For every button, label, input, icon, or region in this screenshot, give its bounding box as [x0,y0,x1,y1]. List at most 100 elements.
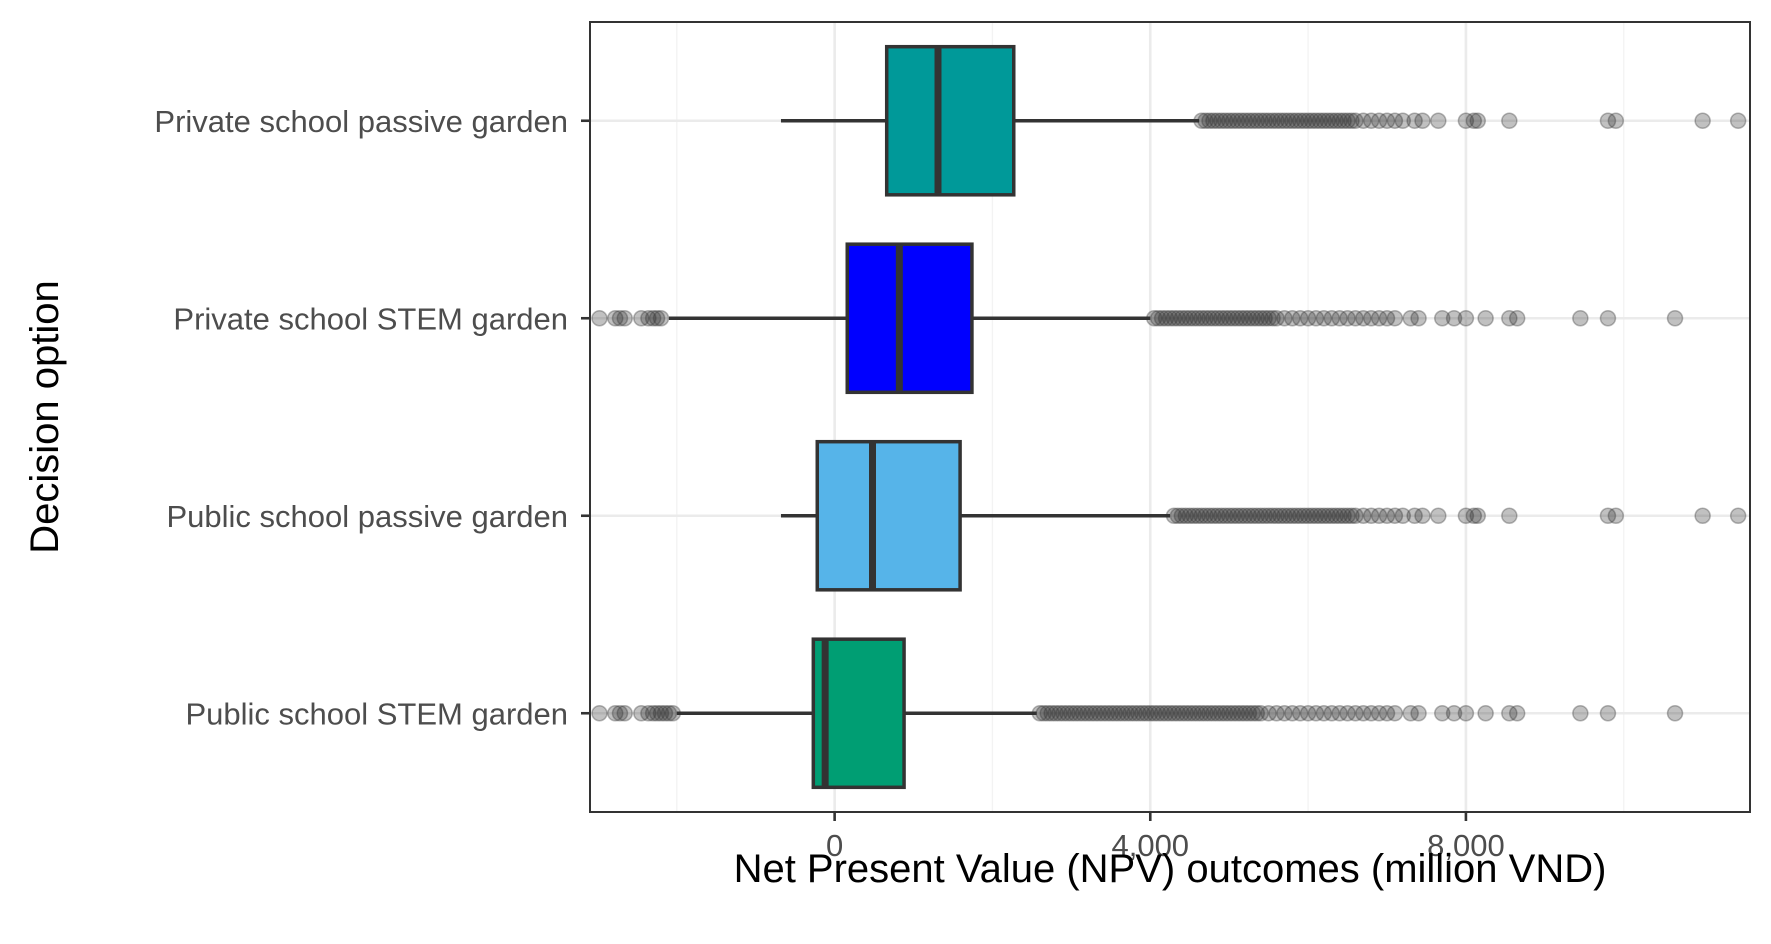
outlier-point [1307,507,1325,524]
outlier-point [1209,310,1226,327]
outlier-point [1035,705,1052,722]
outlier-point [1165,507,1183,524]
outlier-point [1315,507,1333,524]
outlier-point [1216,310,1234,327]
outlier-point [1236,112,1254,129]
outlier-point [1197,112,1214,129]
outlier-point [1457,507,1475,524]
outlier-point [1599,310,1617,327]
x-tick-label: 4,000 [1111,828,1189,863]
outlier-point [1031,705,1049,722]
outlier-point [1315,112,1333,129]
outlier-point [1323,112,1341,129]
outlier-point [1213,310,1230,327]
outlier-point [1457,112,1475,129]
outlier-point [1086,705,1104,722]
outlier-point [1501,112,1518,129]
outlier-point [1244,310,1262,327]
outlier-point [1220,112,1238,129]
outlier-point [1106,705,1124,722]
outlier-point [1315,705,1333,722]
outlier-point [1694,112,1711,129]
outlier-point [1666,705,1684,722]
outlier-point [1228,507,1246,524]
x-axis-title: Net Present Value (NPV) outcomes (millio… [734,847,1607,891]
x-tick-label: 0 [826,828,843,863]
outlier-point [1142,705,1159,722]
outlier-point [1323,310,1341,327]
outlier-point [652,310,670,327]
outlier-point [1414,112,1431,129]
outlier-point [1355,507,1372,524]
outlier-point [1299,507,1317,524]
outlier-point [1457,705,1475,722]
outlier-point [1477,310,1494,327]
outlier-point [1477,705,1494,722]
outlier-point [1043,705,1060,722]
outlier-point [1729,112,1747,129]
outlier-point [616,705,633,722]
outlier-point [1501,310,1518,327]
outlier-point [1339,705,1356,722]
outlier-point [1213,705,1230,722]
y-tick-label: Public school STEM garden [185,696,568,731]
outlier-point [1240,507,1258,524]
outlier-point [607,705,624,722]
outlier-point [1059,705,1076,722]
outlier-point [1260,705,1277,722]
outlier-point [1370,112,1388,129]
outlier-point [1201,310,1218,327]
outlier-point [1323,507,1341,524]
outlier-point [1216,705,1234,722]
outlier-point [1130,705,1147,722]
outlier-point [1311,507,1329,524]
outlier-point [1169,507,1187,524]
outlier-point [1331,310,1348,327]
outlier-point [1268,705,1285,722]
outlier-point [1205,705,1222,722]
outlier-point [1074,705,1092,722]
outlier-point [1224,310,1242,327]
outlier-point [1469,112,1487,129]
outlier-point [1433,705,1451,722]
outlier-point [1410,310,1427,327]
outlier-point [1607,112,1625,129]
outlier-point [1205,507,1222,524]
outlier-point [1252,507,1269,524]
outlier-point [1177,310,1195,327]
outlier-point [1244,507,1262,524]
outlier-point [1232,112,1250,129]
iqr-box [884,44,1016,197]
outlier-point [1149,705,1167,722]
outlier-point [656,705,674,722]
outlier-point [1402,310,1419,327]
outlier-point [1260,507,1277,524]
outlier-point [1220,507,1238,524]
outlier-point [1039,705,1056,722]
outlier-point [1197,310,1214,327]
outlier-point [1248,705,1266,722]
outlier-point [1394,112,1412,129]
outlier-point [1098,705,1116,722]
outlier-point [1145,705,1163,722]
outlier-point [1694,507,1711,524]
outlier-point [1264,507,1281,524]
outlier-point [1295,112,1313,129]
outlier-point [1445,705,1463,722]
outlier-point [1362,310,1380,327]
outlier-point [1343,507,1360,524]
outlier-point [1347,310,1364,327]
outlier-point [1303,112,1321,129]
outlier-point [591,705,608,722]
outlier-point [1232,507,1250,524]
outlier-point [640,705,657,722]
outlier-point [1252,310,1269,327]
outlier-point [1339,310,1356,327]
outlier-point [1268,310,1285,327]
outlier-point [1173,705,1191,722]
outlier-point [1189,507,1206,524]
outlier-point [1236,507,1254,524]
outlier-point [1331,507,1348,524]
outlier-point [1465,112,1483,129]
outlier-point [1319,507,1337,524]
